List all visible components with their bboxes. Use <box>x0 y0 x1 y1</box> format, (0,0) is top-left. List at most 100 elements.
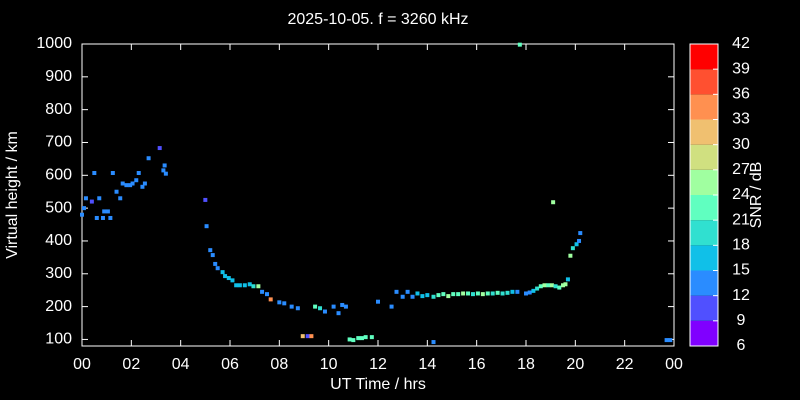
y-tick-label: 700 <box>45 134 72 151</box>
colorbar-segment <box>690 44 718 70</box>
data-point <box>247 282 252 287</box>
data-point <box>162 163 167 168</box>
data-point <box>120 181 125 186</box>
data-point <box>441 292 446 297</box>
x-tick-label: 14 <box>418 356 436 373</box>
data-point <box>570 246 575 251</box>
data-point <box>136 171 141 176</box>
y-axis-label: Virtual height / km <box>4 131 21 259</box>
data-point <box>542 283 547 288</box>
data-point <box>343 304 348 309</box>
data-point <box>369 335 374 340</box>
data-point <box>577 238 582 243</box>
y-tick-label: 200 <box>45 298 72 315</box>
data-point <box>110 171 115 176</box>
data-point <box>203 197 208 202</box>
colorbar-segment <box>690 245 718 271</box>
data-point <box>535 286 540 291</box>
x-tick-label: 08 <box>270 356 288 373</box>
data-point <box>105 209 110 214</box>
data-point <box>347 337 352 342</box>
data-point <box>376 299 380 304</box>
y-tick-label: 300 <box>45 265 72 282</box>
data-point <box>289 304 294 309</box>
colorbar-segment <box>690 295 718 321</box>
data-point <box>557 285 562 290</box>
colorbar-segment <box>690 69 718 95</box>
data-point <box>234 283 239 288</box>
data-point <box>668 338 673 343</box>
colorbar-tick-label: 27 <box>732 161 750 178</box>
y-tick-label: 500 <box>45 199 72 216</box>
data-point <box>237 283 242 288</box>
data-point <box>351 338 356 343</box>
data-point <box>394 289 399 294</box>
colorbar-tick-label: 6 <box>737 337 746 354</box>
data-point <box>210 253 215 258</box>
data-point <box>531 288 536 293</box>
data-point <box>92 171 97 176</box>
data-point <box>578 231 583 236</box>
colorbar-tick-label: 15 <box>732 262 750 279</box>
data-point <box>220 270 225 275</box>
y-tick-label: 1000 <box>36 35 72 52</box>
y-tick-label: 600 <box>45 167 72 184</box>
data-point <box>265 292 269 297</box>
x-tick-label: 22 <box>616 356 634 373</box>
data-point <box>146 156 151 161</box>
data-point <box>89 199 94 204</box>
colorbar-segment <box>690 195 718 221</box>
data-point <box>204 224 209 229</box>
data-point <box>215 266 220 271</box>
x-tick-label: 06 <box>221 356 239 373</box>
x-tick-label: 12 <box>369 356 387 373</box>
data-point <box>446 294 451 299</box>
data-point <box>565 277 570 282</box>
data-point <box>461 291 466 296</box>
data-point <box>313 304 318 309</box>
data-point <box>515 289 520 294</box>
data-point <box>538 284 543 289</box>
data-point <box>100 215 105 220</box>
data-point <box>309 334 314 339</box>
data-point <box>400 294 405 299</box>
data-point <box>546 283 551 288</box>
data-point <box>81 206 86 211</box>
data-point <box>664 338 669 343</box>
data-point <box>500 291 505 296</box>
data-point <box>505 290 510 295</box>
data-point <box>551 200 556 205</box>
data-point <box>256 284 261 289</box>
data-point <box>549 283 554 288</box>
data-point <box>389 304 394 309</box>
data-point <box>300 334 305 339</box>
data-point <box>128 183 133 188</box>
x-tick-label: 20 <box>566 356 584 373</box>
x-tick-label: 00 <box>665 356 683 373</box>
data-point <box>157 146 162 151</box>
data-point <box>480 292 485 297</box>
x-tick-label: 18 <box>517 356 535 373</box>
colorbar-tick-label: 18 <box>732 237 750 254</box>
chart-title: 2025-10-05. f = 3260 kHz <box>287 11 468 28</box>
colorbar-tick-label: 42 <box>732 35 750 52</box>
data-point <box>260 289 265 294</box>
data-point <box>485 291 490 296</box>
colorbar-segment <box>690 220 718 246</box>
data-point <box>305 334 310 339</box>
colorbar-segment <box>690 144 718 170</box>
data-point <box>331 304 336 309</box>
data-point <box>130 181 135 186</box>
colorbar-segment <box>690 119 718 145</box>
data-point <box>223 274 228 279</box>
y-tick-label: 800 <box>45 101 72 118</box>
data-point <box>226 276 231 281</box>
data-point <box>553 284 558 289</box>
x-tick-label: 00 <box>73 356 91 373</box>
data-point <box>425 293 430 298</box>
data-point <box>356 336 361 341</box>
colorbar-tick-label: 39 <box>732 60 750 77</box>
data-point <box>318 306 323 311</box>
